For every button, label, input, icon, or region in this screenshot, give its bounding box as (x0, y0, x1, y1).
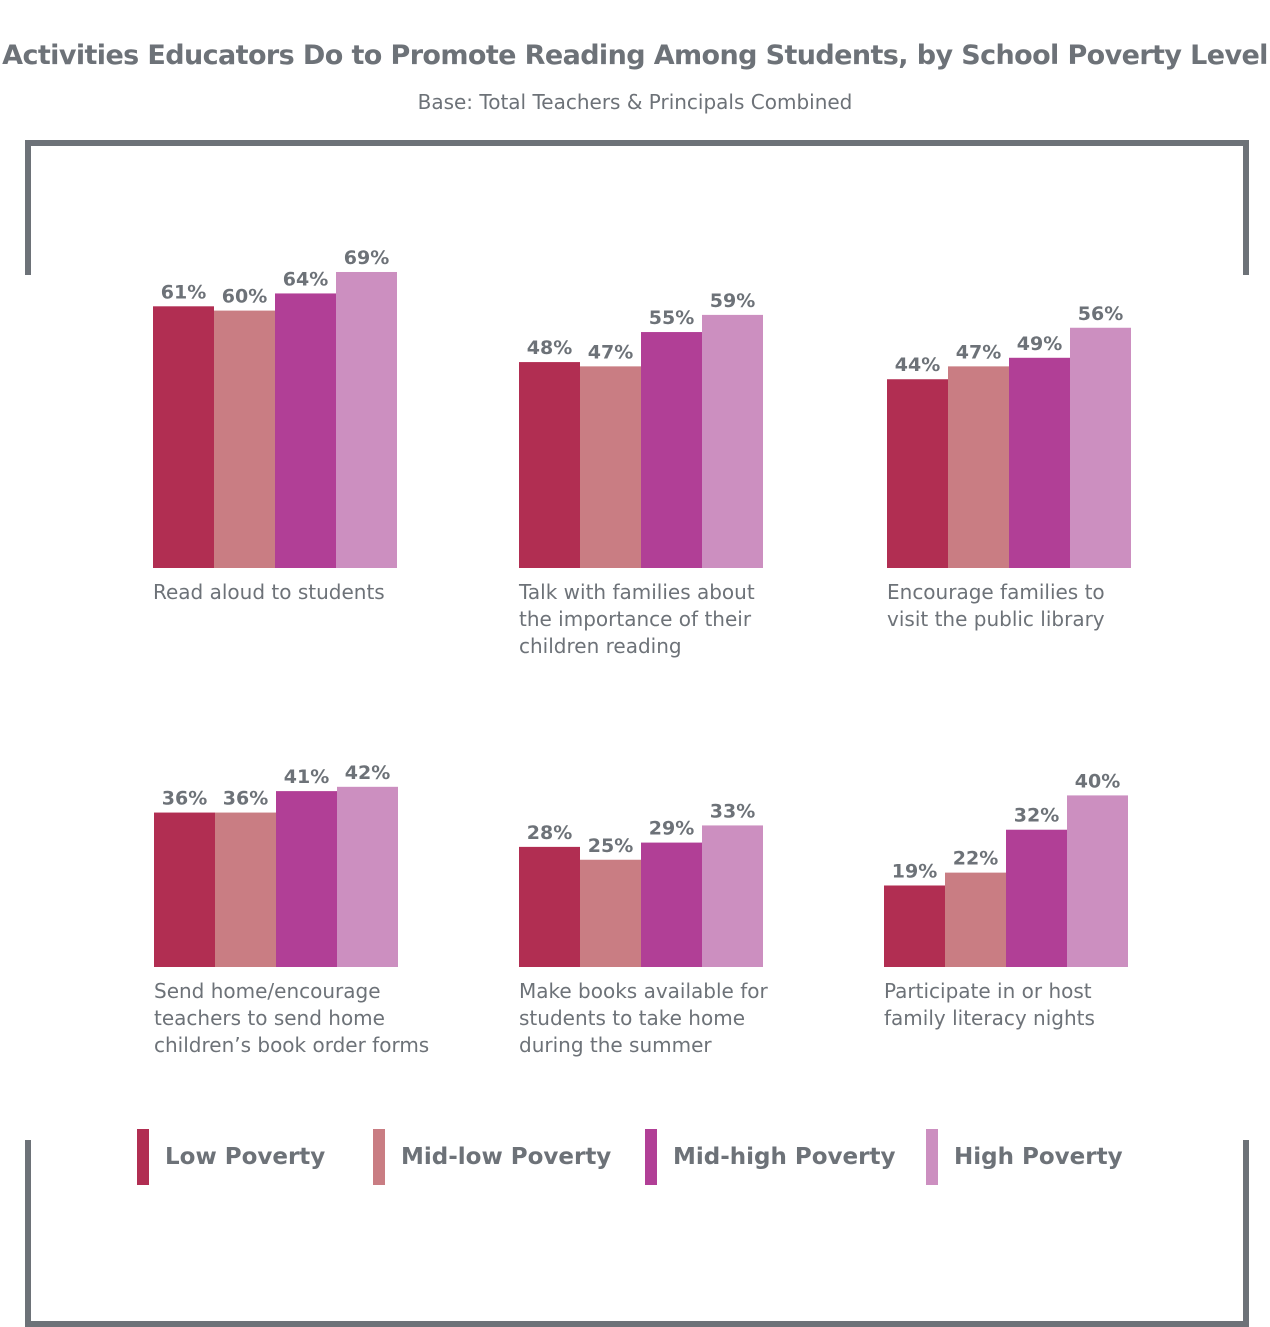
category-label-line: children’s book order forms (154, 1033, 430, 1057)
bar-value-label: 22% (953, 848, 998, 870)
bar (1067, 795, 1128, 967)
bar (154, 812, 215, 967)
category-label: Encourage families to visit the public li… (887, 579, 1217, 633)
bar (887, 379, 948, 568)
category-label: Send home/encourage teachers to send home… (154, 978, 484, 1059)
bar-group-4: 36% 36% 41% 42% (154, 762, 398, 967)
bar-value-label: 61% (161, 281, 206, 303)
bar (641, 332, 702, 568)
legend-label: Mid-low Poverty (401, 1144, 612, 1170)
category-label-line: teachers to send home (154, 1006, 385, 1030)
bar (519, 846, 580, 967)
bar (275, 293, 336, 568)
legend-label: High Poverty (954, 1144, 1123, 1170)
category-label: Make books available for students to take… (519, 978, 849, 1059)
category-label-line: family literacy nights (884, 1006, 1095, 1030)
category-label-line: the importance of their (519, 607, 752, 631)
bar (276, 791, 337, 967)
bar-group-3: 44% 47% 49% 56% (887, 303, 1131, 568)
bar-value-label: 36% (162, 788, 207, 810)
bar (1009, 357, 1070, 568)
legend-label: Low Poverty (165, 1144, 326, 1170)
frame-top-line (25, 140, 1249, 146)
legend-label: Mid-high Poverty (673, 1144, 896, 1170)
category-label-line: during the summer (519, 1033, 712, 1057)
bar-value-label: 33% (710, 800, 755, 822)
legend-swatch (926, 1129, 938, 1185)
chart-subtitle: Base: Total Teachers & Principals Combin… (417, 90, 853, 114)
bar-value-label: 40% (1075, 770, 1120, 792)
bar (214, 310, 275, 568)
bar (641, 842, 702, 967)
bar-group-2: 48% 47% 55% 59% (519, 290, 763, 568)
legend-item: Low Poverty (137, 1128, 325, 1186)
category-label: Participate in or host family literacy ni… (884, 978, 1214, 1032)
legend-swatch (645, 1129, 657, 1185)
category-label-line: Talk with families about (519, 580, 755, 604)
bar (519, 362, 580, 568)
bar-value-label: 28% (527, 822, 572, 844)
bar-value-label: 32% (1014, 805, 1059, 827)
bar-group-5: 28% 25% 29% 33% (519, 800, 763, 967)
chart-title: Activities Educators Do to Promote Readi… (2, 40, 1268, 71)
bar-value-label: 55% (649, 307, 694, 329)
legend-item: Mid-high Poverty (645, 1128, 895, 1186)
category-label-line: Read aloud to students (153, 580, 385, 604)
bar-value-label: 25% (588, 835, 633, 857)
bar (580, 366, 641, 568)
bar-value-label: 60% (222, 286, 267, 308)
category-label-line: Make books available for (519, 979, 768, 1003)
legend-swatch (137, 1129, 149, 1185)
bar-value-label: 36% (223, 788, 268, 810)
bar-group-1: 61% 60% 64% 69% (153, 247, 397, 568)
legend-swatch (373, 1129, 385, 1185)
bar (884, 885, 945, 967)
bar-value-label: 48% (527, 337, 572, 359)
category-label-line: Encourage families to (887, 580, 1105, 604)
bar (215, 812, 276, 967)
legend: Low Poverty Mid-low Poverty Mid-high Pover… (0, 1128, 1270, 1188)
frame-bottom-right-tick (1243, 1140, 1249, 1327)
legend-item: Mid-low Poverty (373, 1128, 611, 1186)
bar (580, 859, 641, 967)
bar (945, 872, 1006, 967)
bar-value-label: 44% (895, 354, 940, 376)
bar-value-label: 47% (588, 341, 633, 363)
bar-value-label: 42% (345, 762, 390, 784)
bar-value-label: 59% (710, 290, 755, 312)
bar-value-label: 19% (892, 860, 937, 882)
legend-item: High Poverty (926, 1128, 1123, 1186)
category-label-line: children reading (519, 634, 682, 658)
category-label-line: Send home/encourage (154, 979, 381, 1003)
bar-chart: 61% 60%64%69%48% 47%55%59%44%47% 49%56%36% 3… (153, 247, 1131, 967)
bar-group-6: 19% 22% 32% 40% (884, 770, 1128, 967)
frame-top-left-tick (25, 140, 31, 275)
bar (702, 314, 763, 568)
category-label-line: students to take home (519, 1006, 745, 1030)
frame-bottom-left-tick (25, 1140, 31, 1327)
category-label-line: Participate in or host (884, 979, 1092, 1003)
bar-value-label: 49% (1017, 333, 1062, 355)
bar-value-label: 64% (283, 268, 328, 290)
bar-value-label: 29% (649, 818, 694, 840)
bar-value-label: 69% (344, 247, 389, 269)
frame-bottom-line (25, 1321, 1249, 1327)
bar (1006, 829, 1067, 967)
bar (702, 825, 763, 967)
category-label: Talk with families about the importance o… (519, 579, 849, 660)
bar-value-label: 56% (1078, 303, 1123, 325)
bar (336, 271, 397, 568)
bar-value-label: 47% (956, 341, 1001, 363)
frame-top-right-tick (1243, 140, 1249, 275)
bar (948, 366, 1009, 568)
bar (337, 786, 398, 967)
category-label-line: visit the public library (887, 607, 1105, 631)
category-label: Read aloud to students (153, 579, 483, 606)
bar-value-label: 41% (284, 766, 329, 788)
bar (153, 306, 214, 568)
bar (1070, 327, 1131, 568)
